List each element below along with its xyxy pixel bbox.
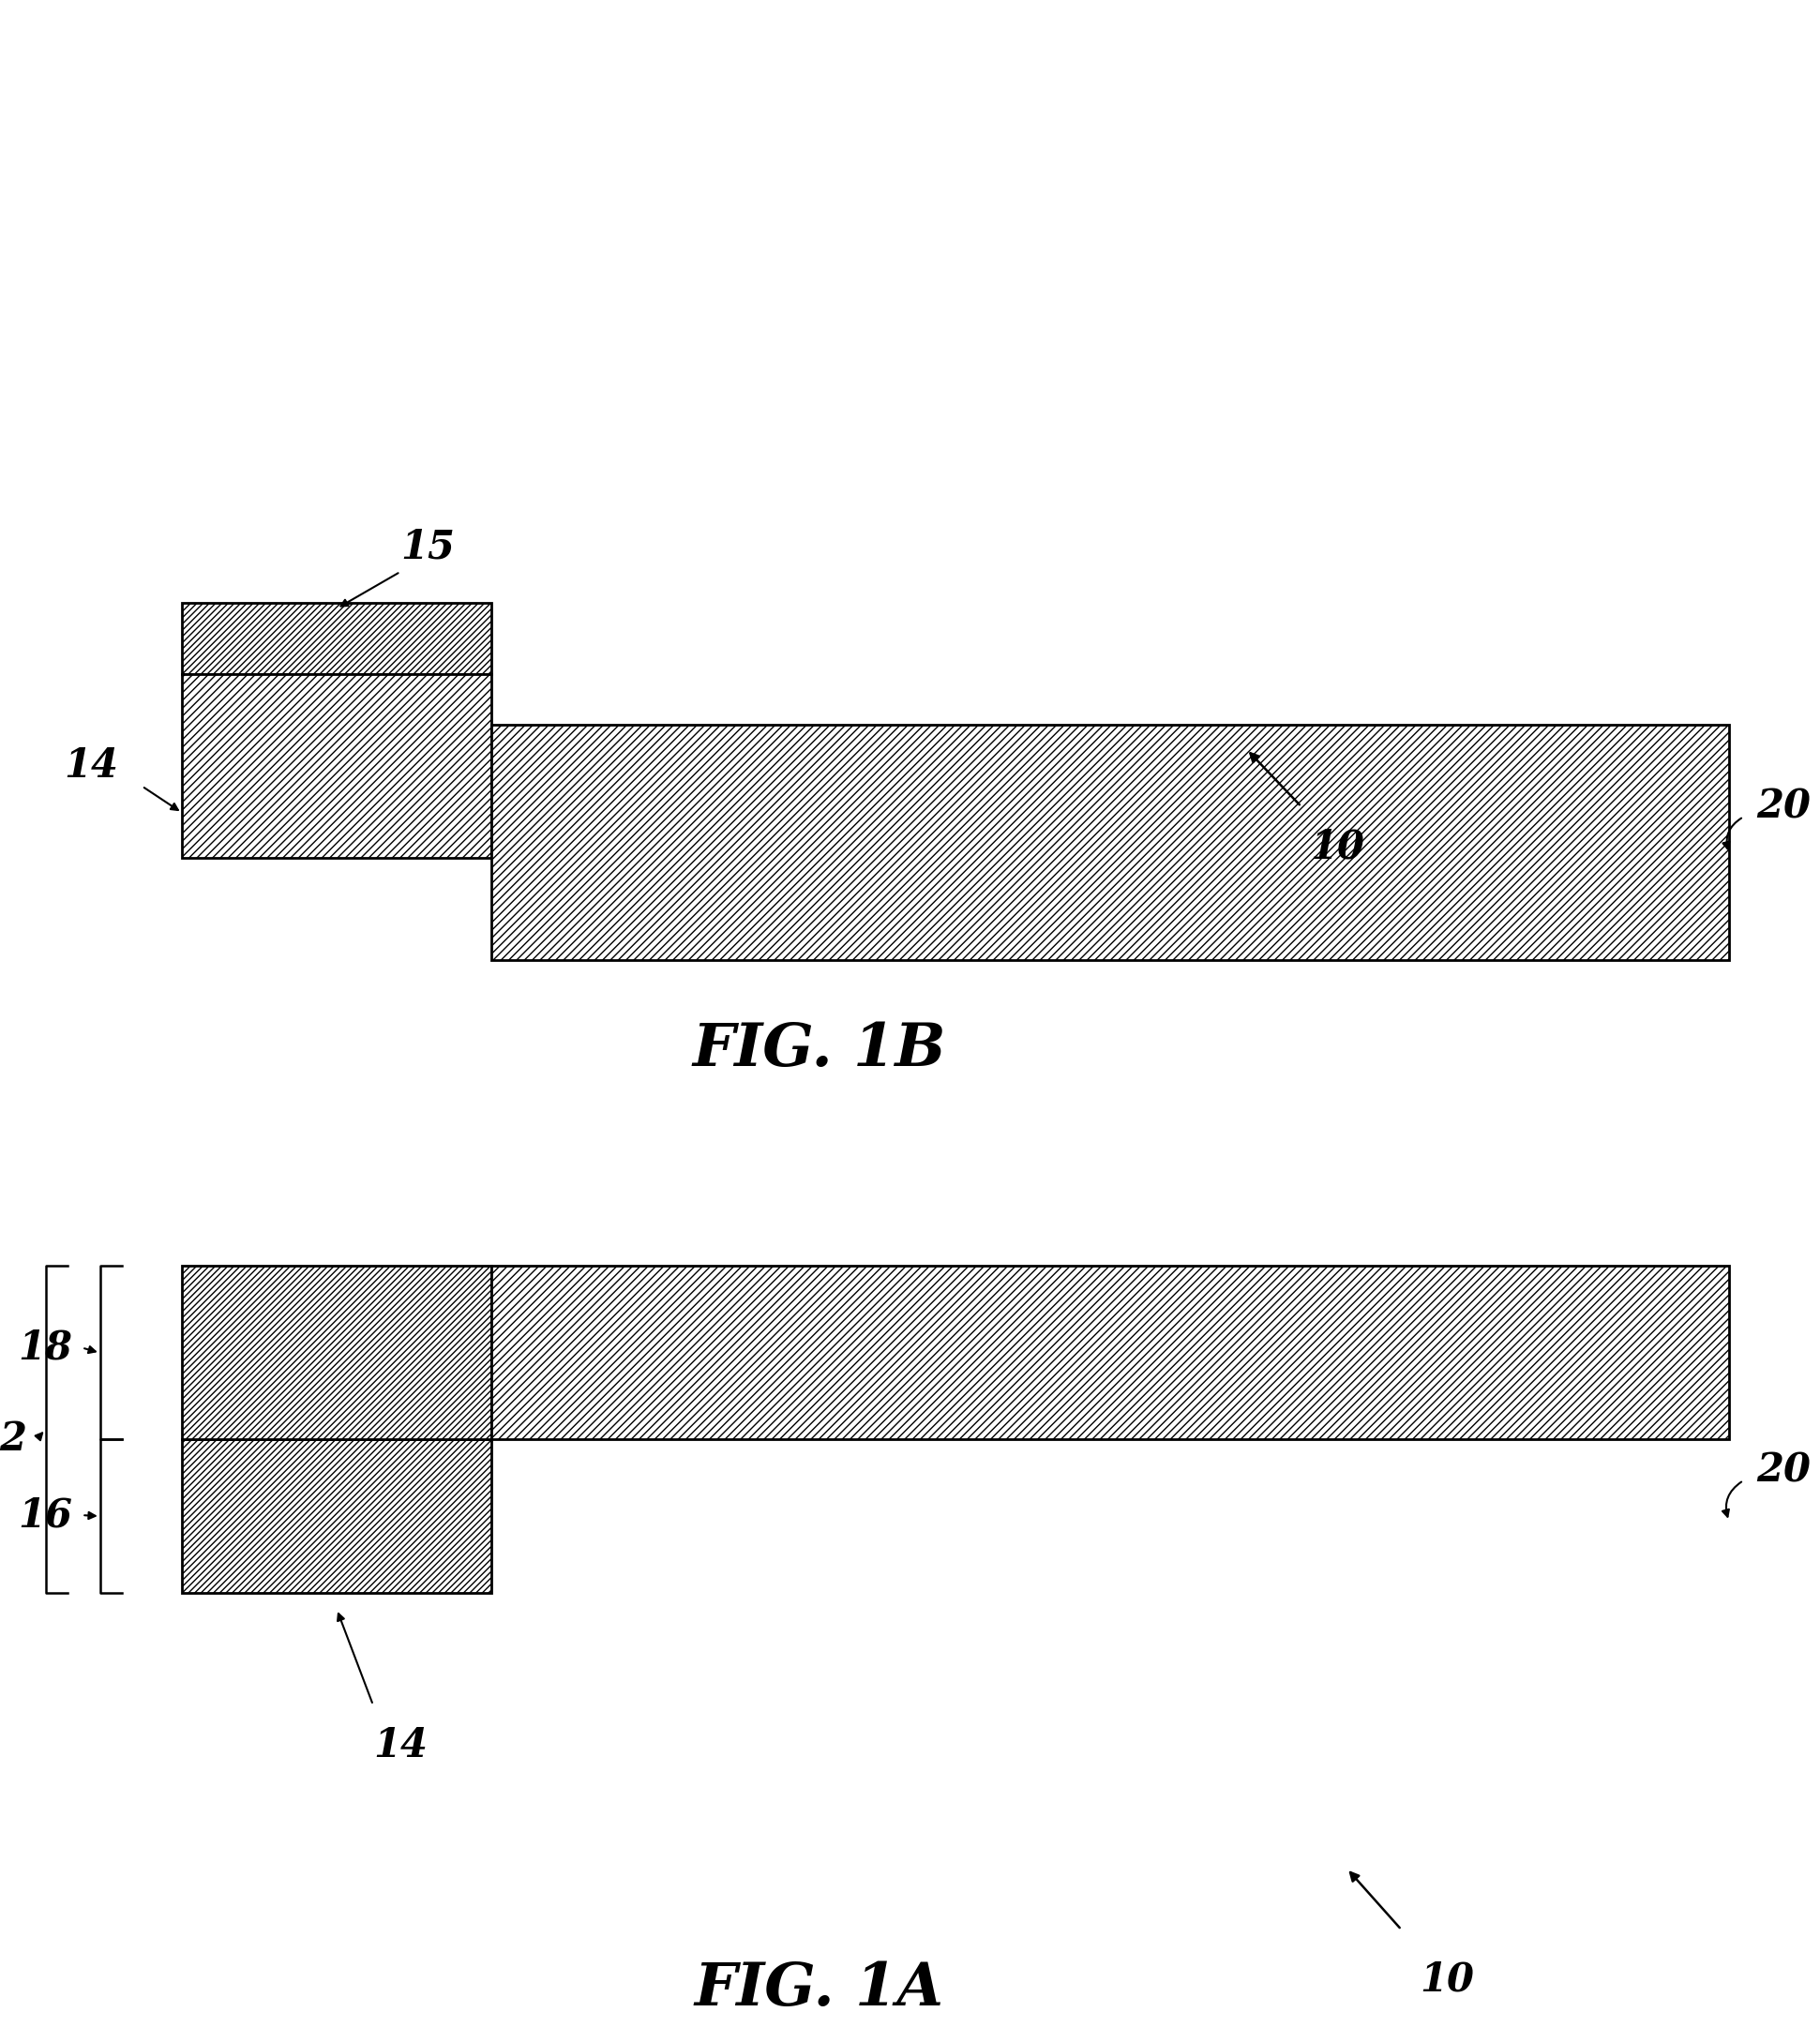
Text: 15: 15: [400, 527, 455, 568]
Text: 10: 10: [1420, 1960, 1474, 1999]
Text: 20: 20: [1756, 786, 1811, 827]
Bar: [491, 725, 1729, 960]
Text: FIG. 1B: FIG. 1B: [692, 1021, 946, 1078]
Text: FIG. 1A: FIG. 1A: [693, 1960, 945, 2017]
Text: 10: 10: [1310, 827, 1365, 866]
Text: 20: 20: [1756, 1450, 1811, 1491]
Text: 14: 14: [64, 745, 118, 786]
Bar: [182, 602, 491, 674]
Text: 12: 12: [0, 1419, 27, 1460]
Bar: [182, 1266, 491, 1440]
Bar: [182, 674, 491, 858]
Bar: [491, 1266, 1729, 1440]
Text: 16: 16: [18, 1495, 73, 1536]
Text: 14: 14: [373, 1725, 428, 1766]
Bar: [182, 1440, 491, 1593]
Text: 18: 18: [18, 1327, 73, 1368]
